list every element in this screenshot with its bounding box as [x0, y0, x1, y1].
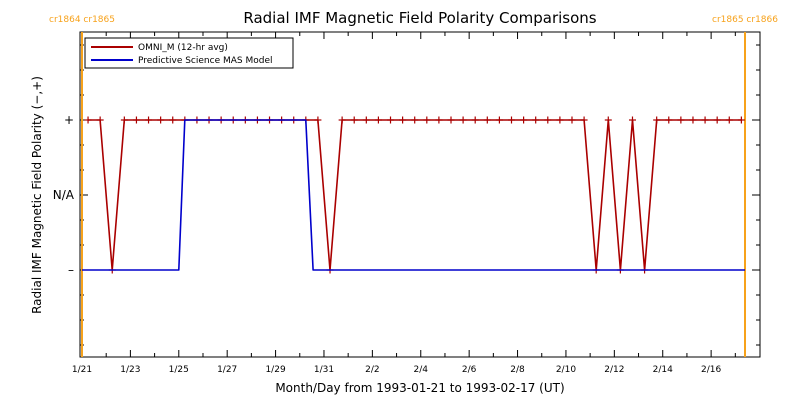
data-point [628, 116, 636, 124]
y-axis-label: Radial IMF Magnetic Field Polarity (−,+) [30, 76, 44, 314]
x-tick-label: 2/10 [556, 365, 576, 375]
data-point [495, 116, 503, 124]
x-tick-label: 1/25 [169, 365, 189, 375]
data-point [532, 116, 540, 124]
data-point [447, 116, 455, 124]
data-point [120, 116, 128, 124]
data-point [374, 116, 382, 124]
data-point [132, 116, 140, 124]
data-point [653, 116, 661, 124]
legend-label-omni: OMNI_M (12-hr avg) [138, 43, 228, 53]
data-point [96, 116, 104, 124]
x-tick-label: 2/16 [701, 365, 721, 375]
data-point [580, 116, 588, 124]
data-point [520, 116, 528, 124]
data-point [737, 116, 745, 124]
data-point [411, 116, 419, 124]
data-point [725, 116, 733, 124]
x-tick-label: 1/27 [217, 365, 237, 375]
data-point [350, 116, 358, 124]
carrington-label: cr1864 cr1865 [49, 15, 115, 25]
y-tick-label: N/A [53, 188, 75, 202]
y-tick-label: – [68, 263, 74, 277]
x-tick-label: 2/2 [365, 365, 379, 375]
data-point [471, 116, 479, 124]
legend-label-mas: Predictive Science MAS Model [138, 56, 273, 66]
x-tick-label: 1/21 [72, 365, 92, 375]
x-ticks: 1/21 1/23 1/25 1/27 1/29 1/31 2/2 2/4 2/6 2/8 2/10… [72, 32, 736, 375]
data-point [84, 116, 92, 124]
data-point [387, 116, 395, 124]
data-point [338, 116, 346, 124]
data-point [145, 116, 153, 124]
data-point [507, 116, 515, 124]
data-point [665, 116, 673, 124]
series-line-1 [82, 119, 745, 271]
carrington-label: cr1865 cr1866 [712, 15, 778, 25]
legend-box [84, 37, 294, 69]
x-tick-label: 1/29 [265, 365, 285, 375]
data-point [544, 116, 552, 124]
data-point [399, 116, 407, 124]
x-axis-label: Month/Day from 1993-01-21 to 1993-02-17 … [275, 381, 564, 395]
data-point [362, 116, 370, 124]
x-tick-label: 2/14 [653, 365, 673, 375]
y-tick-label: + [64, 113, 74, 127]
x-tick-label: 1/23 [120, 365, 140, 375]
data-point [483, 116, 491, 124]
x-tick-label: 2/8 [510, 365, 525, 375]
data-point [568, 116, 576, 124]
data-point [556, 116, 564, 124]
carrington-markers: cr1864 cr1865 cr1865 cr1866 [49, 15, 778, 357]
data-point [677, 116, 685, 124]
data-point [701, 116, 709, 124]
legend: OMNI_M (12-hr avg) Predictive Science MA… [84, 37, 294, 69]
data-point [435, 116, 443, 124]
data-point [713, 116, 721, 124]
data-point [157, 116, 165, 124]
chart-title: Radial IMF Magnetic Field Polarity Compa… [243, 9, 596, 27]
y-ticks: + N/A – [53, 44, 760, 346]
x-tick-label: 2/4 [414, 365, 429, 375]
data-point [423, 116, 431, 124]
data-point [459, 116, 467, 124]
x-tick-label: 2/6 [462, 365, 477, 375]
series-lines [82, 116, 745, 274]
data-point [169, 116, 177, 124]
data-point [689, 116, 697, 124]
data-point [314, 116, 322, 124]
data-point [604, 116, 612, 124]
x-tick-label: 2/12 [604, 365, 624, 375]
x-tick-label: 1/31 [314, 365, 334, 375]
